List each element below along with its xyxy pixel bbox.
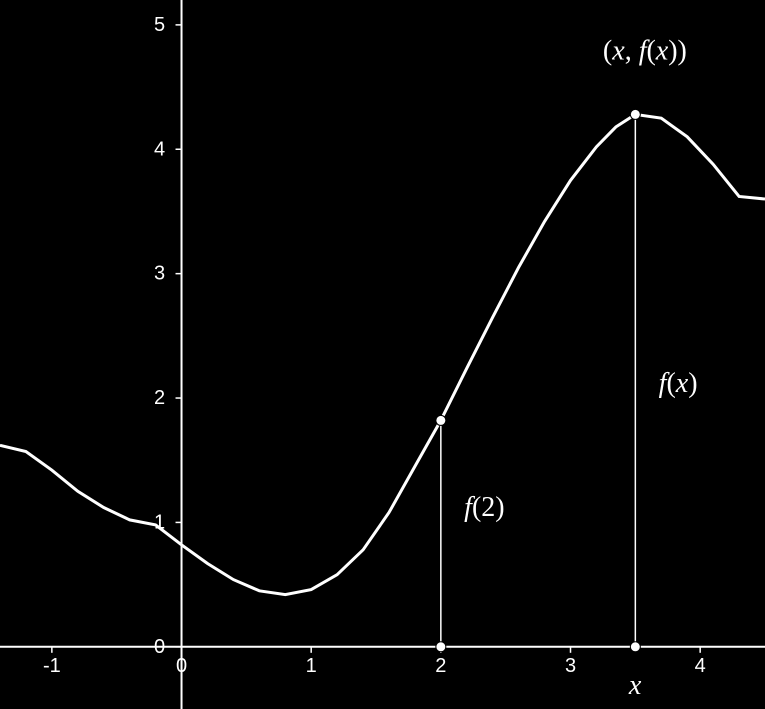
function-chart: -101234012345(x, f(x))f(2)f(x)x (0, 0, 765, 709)
point-f2-axis (436, 642, 446, 652)
x-tick-label: 3 (565, 655, 576, 677)
point-fx-axis (630, 642, 640, 652)
x-tick-label: 1 (306, 655, 317, 677)
y-tick-label: 5 (154, 14, 165, 36)
label-point: (x, f(x)) (603, 36, 687, 67)
x-tick-label: 4 (695, 655, 706, 677)
y-tick-label: 4 (154, 138, 165, 160)
y-tick-label: 2 (154, 387, 165, 409)
x-tick-label: -1 (43, 655, 61, 677)
x-tick-label: 0 (176, 655, 187, 677)
x-tick-label: 2 (435, 655, 446, 677)
point-f2-curve (436, 415, 446, 425)
point-fx-curve (630, 109, 640, 119)
y-tick-label: 0 (154, 636, 165, 658)
label-f2: f(2) (464, 492, 504, 523)
y-tick-label: 3 (154, 263, 165, 285)
label-fx: f(x) (659, 368, 698, 399)
label-x: x (628, 670, 642, 701)
